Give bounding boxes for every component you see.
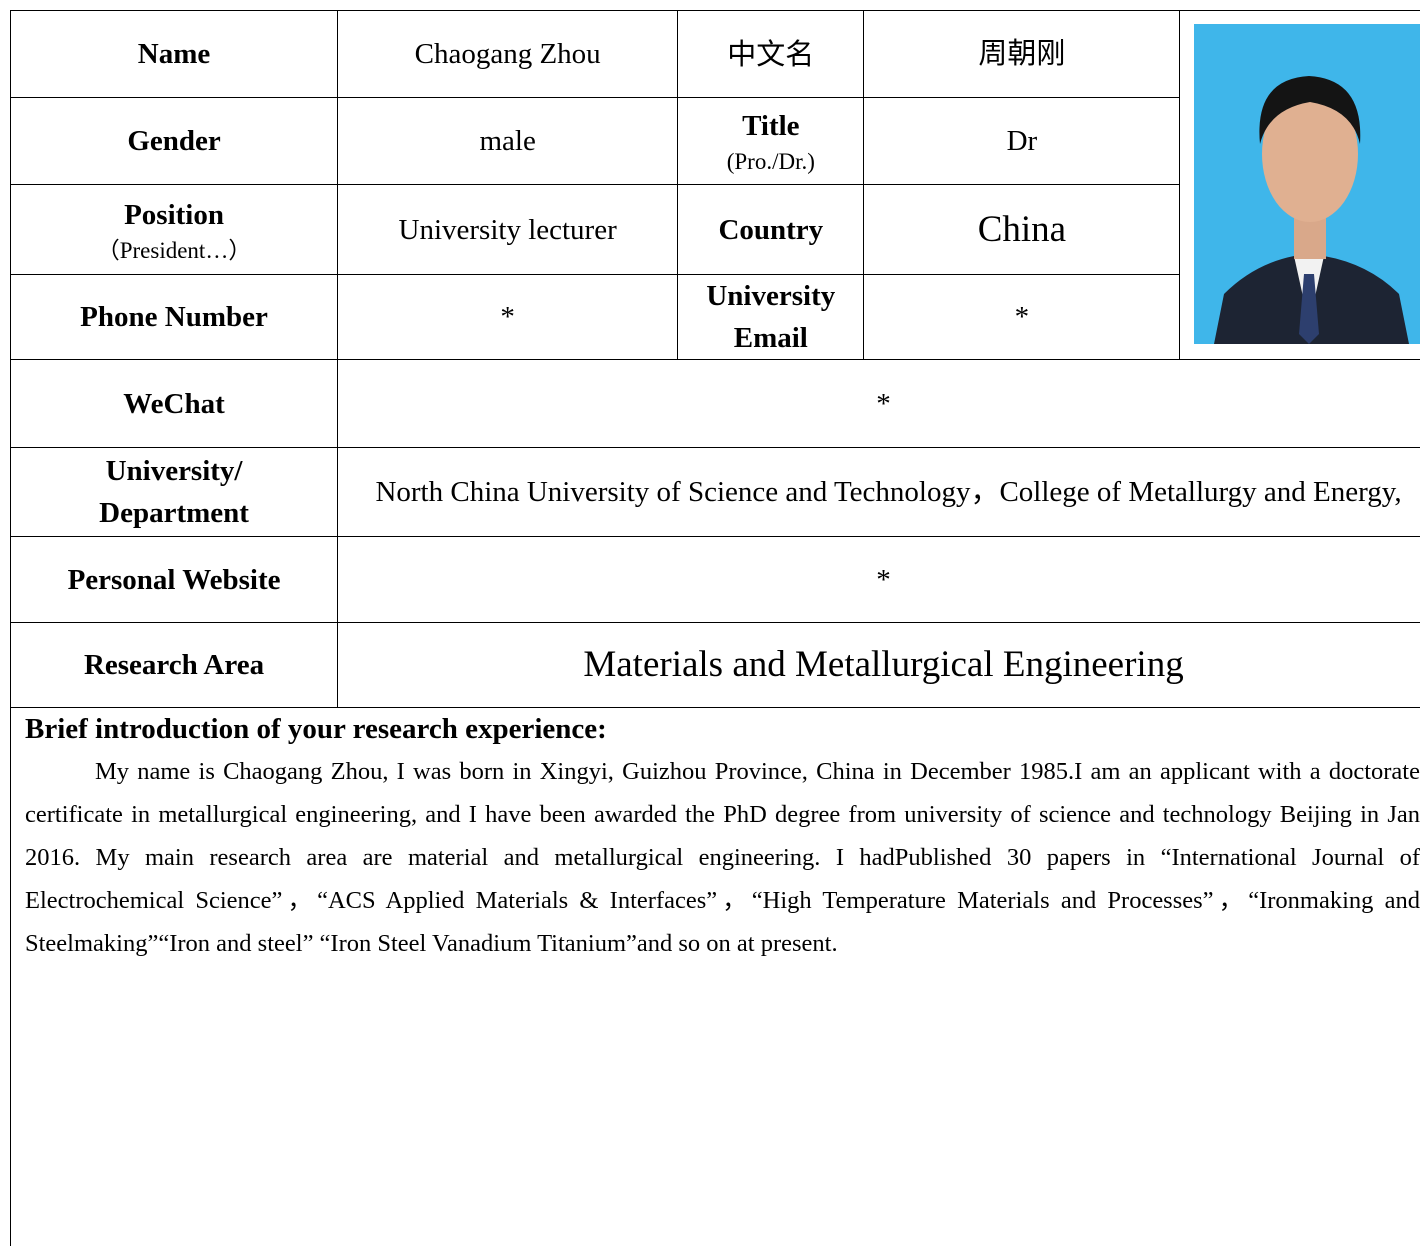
form-row: Name Chaogang Zhou 中文名 周朝刚 (11, 11, 1420, 98)
value: male (338, 98, 678, 185)
label: Phone Number (11, 275, 338, 360)
value: Dr (864, 98, 1180, 185)
form-row: WeChat * (11, 360, 1420, 448)
value-text: Materials and Metallurgical Engineering (583, 644, 1183, 685)
value: University lecturer (338, 185, 678, 275)
label-text: Position (124, 199, 224, 231)
label-text: Title (742, 110, 799, 142)
value-text: 周朝刚 (978, 38, 1065, 70)
label: Position （President…） (11, 185, 338, 275)
label: 中文名 (678, 11, 864, 98)
value-text: Dr (1007, 125, 1038, 157)
value-text: * (876, 388, 891, 420)
form-row: University/ Department North China Unive… (11, 448, 1420, 537)
label-text: University Email (706, 280, 835, 354)
label: Research Area (11, 623, 338, 708)
label: Title (Pro./Dr.) (678, 98, 864, 185)
label: Name (11, 11, 338, 98)
label: University Email (678, 275, 864, 360)
label: WeChat (11, 360, 338, 448)
intro-heading: Brief introduction of your research expe… (25, 712, 1420, 746)
label-text: University/ Department (99, 455, 249, 529)
value: * (864, 275, 1180, 360)
photo-cell (1180, 11, 1420, 360)
value-text: Chaogang Zhou (415, 38, 601, 70)
value: China (864, 185, 1180, 275)
value: * (338, 360, 1420, 448)
label: University/ Department (11, 448, 338, 537)
form-row: Research Area Materials and Metallurgica… (11, 623, 1420, 708)
value: * (338, 275, 678, 360)
value: 周朝刚 (864, 11, 1180, 98)
value: Chaogang Zhou (338, 11, 678, 98)
label-text: Personal Website (68, 564, 281, 596)
label-note: （President…） (17, 236, 331, 266)
value-text: University lecturer (399, 214, 617, 246)
value-text: North China University of Science and Te… (375, 476, 1401, 508)
value-text: * (500, 301, 515, 333)
photo (1194, 24, 1420, 344)
label-text: Research Area (84, 649, 264, 681)
form-table: Name Chaogang Zhou 中文名 周朝刚 Gender male T… (10, 10, 1420, 708)
label-text: Name (138, 38, 210, 70)
form-row: Personal Website * (11, 537, 1420, 623)
label: Country (678, 185, 864, 275)
value-text: male (479, 125, 535, 157)
value: * (338, 537, 1420, 623)
label: Personal Website (11, 537, 338, 623)
value-text: * (876, 564, 891, 596)
label: Gender (11, 98, 338, 185)
label-text: WeChat (123, 388, 225, 420)
label-note: (Pro./Dr.) (684, 147, 857, 177)
value: North China University of Science and Te… (338, 448, 1420, 537)
label-text: Country (718, 214, 823, 246)
value: Materials and Metallurgical Engineering (338, 623, 1420, 708)
value-text: * (1015, 301, 1030, 333)
value-text: China (978, 209, 1066, 250)
label-text: Gender (127, 125, 220, 157)
label-text: Phone Number (80, 301, 268, 333)
label-text: 中文名 (727, 37, 814, 71)
intro-section: Brief introduction of your research expe… (10, 706, 1420, 1246)
intro-text: My name is Chaogang Zhou, I was born in … (25, 750, 1420, 965)
